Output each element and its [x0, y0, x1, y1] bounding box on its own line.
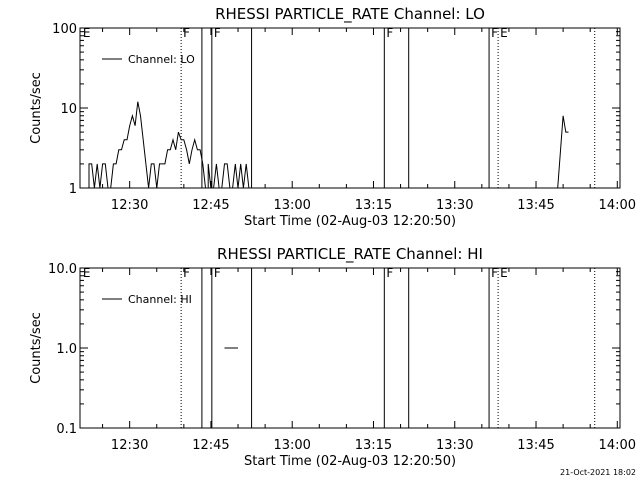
x-tick-label: 13:45: [517, 438, 554, 453]
flag-label: E: [83, 26, 91, 40]
flag-label: F: [386, 26, 393, 40]
y-tick-label: 10: [60, 102, 77, 117]
x-tick-label: 13:15: [355, 198, 392, 213]
flag-label: F: [491, 26, 498, 40]
y-tick-label: 10.0: [48, 262, 77, 277]
x-tick-label: 14:00: [599, 198, 636, 213]
chart-title: RHESSI PARTICLE_RATE Channel: HI: [217, 245, 483, 264]
y-tick-label: 100: [52, 22, 77, 37]
flag-label: F: [491, 266, 498, 280]
y-tick-label: 1: [69, 182, 77, 197]
plot-frame: [79, 267, 621, 429]
legend-entry: Channel: HI: [128, 293, 192, 306]
data-series-line: [88, 101, 206, 189]
flag-label: E: [500, 266, 508, 280]
data-series-line: [557, 115, 569, 189]
x-tick-label: 14:00: [599, 438, 636, 453]
x-tick-label: 13:45: [517, 198, 554, 213]
print-timestamp: 21-Oct-2021 18:02: [560, 468, 636, 477]
x-tick-label: 12:45: [192, 438, 229, 453]
flag-label: F: [214, 26, 221, 40]
y-tick-label: 0.1: [56, 422, 77, 437]
y-axis-label: Counts/sec: [29, 72, 44, 144]
flag-label: F: [183, 26, 190, 40]
x-tick-label: 13:30: [436, 198, 473, 213]
x-tick-label: 12:30: [111, 438, 148, 453]
y-tick-label: 1.0: [56, 342, 77, 357]
x-tick-label: 13:00: [273, 198, 310, 213]
x-tick-label: 13:00: [273, 438, 310, 453]
flag-label: E: [500, 26, 508, 40]
flag-label: F: [183, 266, 190, 280]
y-axis-label: Counts/sec: [29, 312, 44, 384]
flag-label: F: [214, 266, 221, 280]
x-tick-label: 13:15: [355, 438, 392, 453]
flag-label: F: [386, 266, 393, 280]
legend-entry: Channel: LO: [128, 53, 195, 66]
x-axis-label: Start Time (02-Aug-03 12:20:50): [244, 454, 456, 469]
x-tick-label: 12:30: [111, 198, 148, 213]
data-series-line: [207, 163, 250, 189]
chart-title: RHESSI PARTICLE_RATE Channel: LO: [215, 5, 485, 24]
x-tick-label: 13:30: [436, 438, 473, 453]
flag-label: E: [83, 266, 91, 280]
x-axis-label: Start Time (02-Aug-03 12:20:50): [244, 214, 456, 229]
x-tick-label: 12:45: [192, 198, 229, 213]
